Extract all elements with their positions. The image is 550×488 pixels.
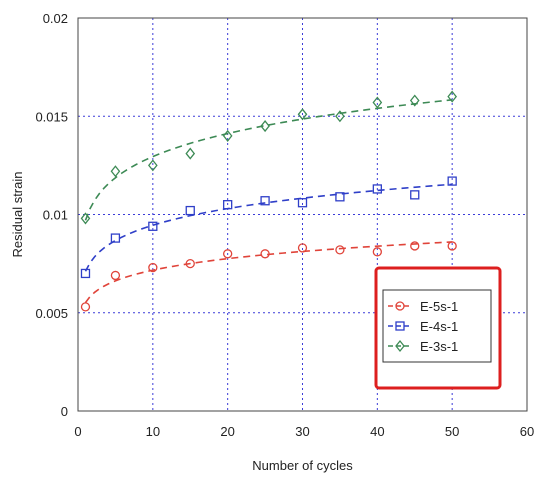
circle-point <box>447 241 457 251</box>
square-point <box>447 176 457 186</box>
y-tick-label: 0 <box>61 404 68 419</box>
y-axis-title: Residual strain <box>10 172 25 258</box>
diamond-point <box>297 108 308 121</box>
square-point <box>395 321 405 331</box>
tick-labels: 0 10 20 30 40 50 60 0 0.005 0.01 0.015 0.02 <box>35 11 534 439</box>
circle-point <box>372 247 382 257</box>
x-tick-label: 0 <box>74 424 81 439</box>
square-point <box>297 198 308 208</box>
diamond-point <box>335 110 345 123</box>
y-tick-label: 0.01 <box>43 208 68 223</box>
circle-point <box>335 245 345 255</box>
square-point <box>110 233 121 243</box>
diamond-point <box>395 339 405 353</box>
diamond-point <box>80 212 91 225</box>
plot-frame <box>77 17 528 412</box>
circle-point <box>395 301 405 311</box>
circle-point <box>260 249 270 259</box>
diamond-point <box>260 120 270 133</box>
legend-label: E-4s-1 <box>420 319 458 334</box>
x-tick-label: 50 <box>445 424 459 439</box>
diamond-point <box>185 147 196 160</box>
square-point <box>185 205 195 216</box>
diamond-point <box>110 165 121 178</box>
x-tick-label: 20 <box>220 424 234 439</box>
circle-point <box>185 258 195 269</box>
diamond-point <box>409 94 420 107</box>
y-tick-label: 0.015 <box>35 109 68 124</box>
legend-label: E-5s-1 <box>420 299 458 314</box>
x-axis-title: Number of cycles <box>252 458 353 473</box>
y-tick-label: 0.005 <box>35 306 68 321</box>
diamond-point <box>222 129 233 142</box>
grid-lines <box>78 18 527 411</box>
trend-curve-E-4s-1 <box>84 183 453 272</box>
circle-point <box>297 243 308 253</box>
legend: E-5s-1 E-4s-1 E-3s-1 <box>374 266 502 390</box>
y-tick-label: 0.02 <box>43 11 68 26</box>
square-point <box>80 268 91 279</box>
diamond-point <box>148 159 158 172</box>
square-point <box>148 221 158 231</box>
square-point <box>260 196 270 206</box>
diamond-point <box>447 90 457 103</box>
square-point <box>223 200 233 210</box>
circle-point <box>223 249 233 259</box>
x-tick-label: 40 <box>370 424 384 439</box>
x-tick-label: 10 <box>146 424 160 439</box>
circle-point <box>410 241 420 251</box>
circle-point <box>80 302 91 312</box>
square-point <box>372 184 382 194</box>
circle-point <box>148 262 158 273</box>
x-tick-label: 30 <box>295 424 309 439</box>
data-points <box>80 90 457 312</box>
square-point <box>335 192 345 202</box>
diamond-point <box>372 96 383 109</box>
x-tick-label: 60 <box>520 424 534 439</box>
circle-point <box>110 270 121 281</box>
square-point <box>410 190 420 200</box>
legend-label: E-3s-1 <box>420 339 458 354</box>
